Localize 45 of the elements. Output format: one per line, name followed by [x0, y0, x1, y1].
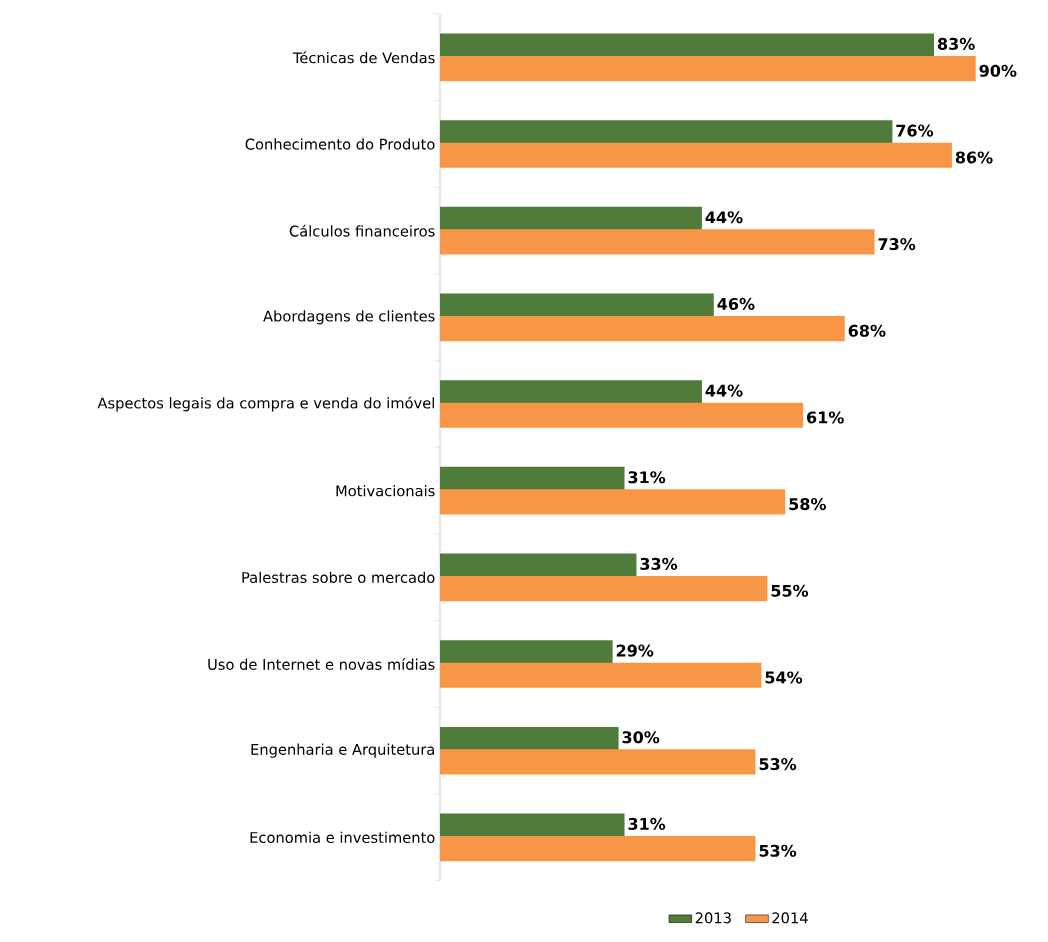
y-tick-label: Uso de Internet e novas mídias	[208, 658, 435, 670]
bar	[440, 489, 786, 515]
data-label: 61%	[807, 411, 844, 424]
y-tick-label: Conhecimento do Produto	[245, 138, 435, 150]
data-label: 53%	[759, 758, 797, 771]
bar	[440, 576, 768, 602]
data-label: 54%	[765, 671, 803, 684]
data-label: 44%	[705, 384, 743, 397]
data-label: 31%	[628, 817, 666, 830]
legend-label: 2013	[695, 912, 731, 924]
legend-label: 2014	[772, 912, 808, 924]
bar	[440, 662, 762, 688]
bar	[440, 749, 756, 775]
data-label: 46%	[717, 297, 755, 310]
data-label: 29%	[616, 644, 654, 657]
data-label: 68%	[848, 324, 886, 337]
data-label: 83%	[937, 37, 975, 50]
bar	[440, 380, 702, 406]
data-label: 53%	[759, 844, 797, 857]
data-label: 86%	[955, 151, 993, 164]
data-label: 31%	[628, 471, 666, 484]
data-label: 33%	[640, 557, 678, 570]
y-tick-label: Economia e investimento	[250, 831, 435, 844]
bar	[440, 316, 845, 342]
data-label: 30%	[622, 731, 660, 744]
y-tick-label: Técnicas de Vendas	[292, 51, 435, 64]
bar	[440, 229, 875, 255]
bar	[440, 836, 756, 862]
y-tick-label: Cálculos financeiros	[289, 224, 435, 237]
y-tick-label: Aspectos legais da compra e venda do imóvel	[97, 396, 434, 412]
data-label: 90%	[979, 64, 1017, 77]
y-tick-label: Palestras sobre o mercado	[242, 571, 435, 584]
data-label: 76%	[896, 124, 934, 137]
bar	[440, 56, 976, 82]
bar	[440, 402, 804, 428]
y-tick-label: Abordagens de clientes	[263, 310, 435, 325]
data-label: 44%	[705, 211, 743, 224]
bar	[440, 640, 613, 666]
data-label: 58%	[789, 498, 826, 511]
data-label: 73%	[878, 238, 916, 251]
bar	[440, 120, 893, 146]
bar	[440, 142, 952, 168]
y-tick-label: Engenharia e Arquitetura	[251, 743, 434, 758]
y-tick-label: Motivacionais	[336, 485, 435, 497]
data-label: 55%	[771, 584, 809, 597]
